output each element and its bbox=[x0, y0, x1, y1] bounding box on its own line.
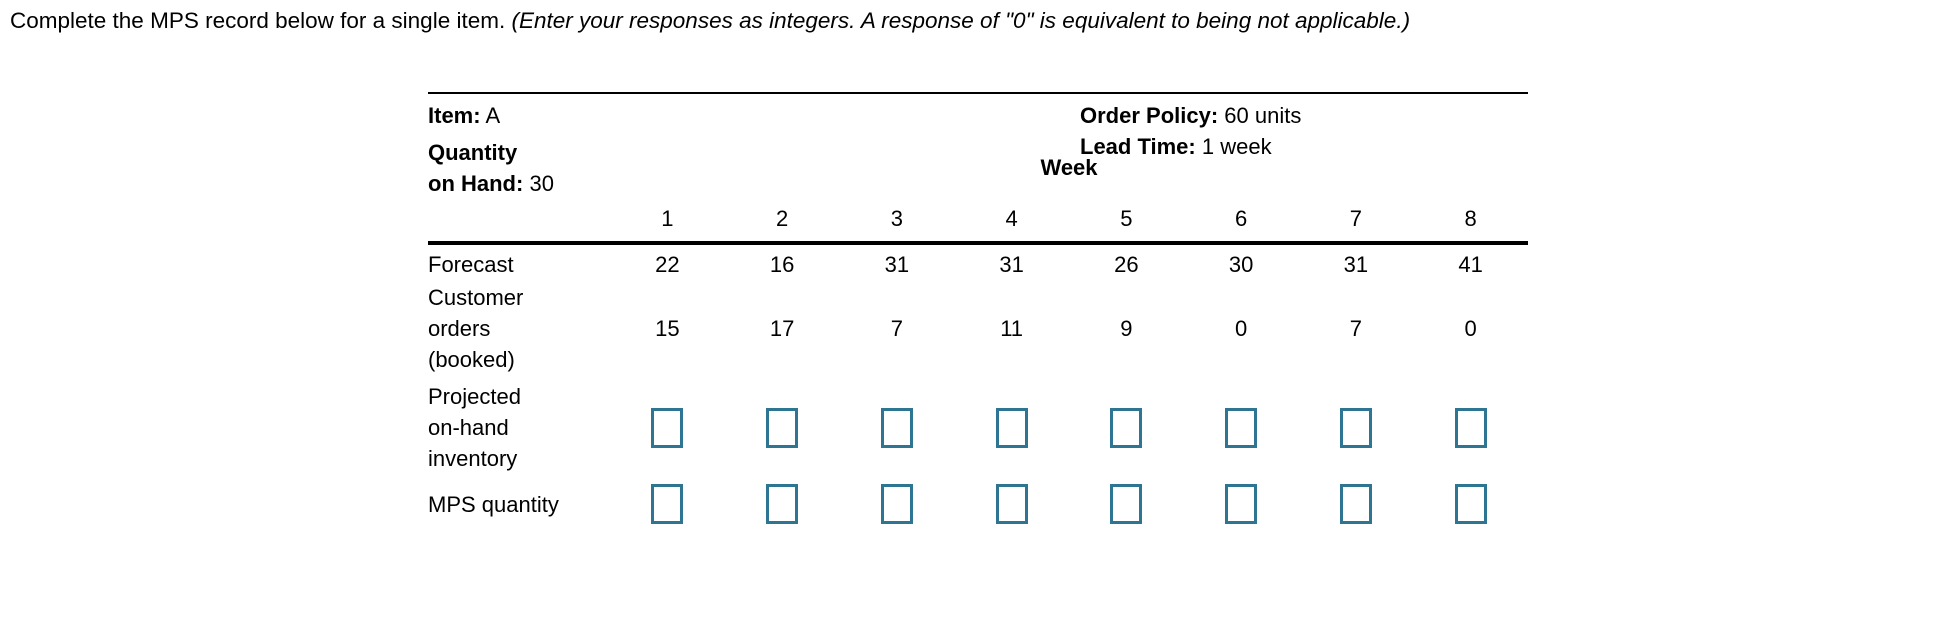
week-number-5: 5 bbox=[1120, 206, 1133, 231]
customer-orders-value-week-7: 7 bbox=[1349, 316, 1362, 341]
item-field: Item: A bbox=[428, 103, 500, 128]
projected-on-hand-inventory-input-week-7[interactable] bbox=[1339, 407, 1372, 448]
input-cell-mps-quantity-week-7 bbox=[1299, 484, 1414, 524]
projected-on-hand-inventory-input-week-4[interactable] bbox=[995, 407, 1028, 448]
table-top-rule bbox=[428, 92, 1528, 94]
quantity-on-hand-label-line2: on Hand: bbox=[428, 171, 524, 196]
forecast-value-week-6: 30 bbox=[1228, 252, 1254, 277]
week-number-4: 4 bbox=[1005, 206, 1018, 231]
input-cell-mps-quantity-week-3 bbox=[840, 484, 955, 524]
week-number-3: 3 bbox=[890, 206, 903, 231]
row-label-projected-on-hand-inventory: Projected on-hand inventory bbox=[428, 381, 610, 474]
input-cell-projected-on-hand-inventory-week-2 bbox=[725, 407, 840, 448]
instruction-text: Complete the MPS record below for a sing… bbox=[10, 8, 1410, 34]
input-cell-projected-on-hand-inventory-week-8 bbox=[1413, 407, 1528, 448]
input-cell-mps-quantity-week-2 bbox=[725, 484, 840, 524]
input-cell-projected-on-hand-inventory-week-1 bbox=[610, 407, 725, 448]
table-thick-rule bbox=[428, 241, 1528, 245]
row-label-line: MPS quantity bbox=[428, 491, 559, 517]
customer-orders-value-week-1: 15 bbox=[655, 316, 680, 341]
table-row-mps-quantity: MPS quantity bbox=[428, 484, 1528, 532]
input-cell-mps-quantity-week-8 bbox=[1413, 484, 1528, 524]
table-body: Forecast 22 16 31 31 26 30 31 41 Customer orders (b… bbox=[428, 245, 1528, 532]
projected-on-hand-inventory-input-week-3[interactable] bbox=[880, 407, 913, 448]
mps-quantity-input-week-8[interactable] bbox=[1454, 484, 1487, 524]
mps-quantity-input-week-5[interactable] bbox=[1110, 484, 1143, 524]
quantity-on-hand-field: Quantity on Hand: 30 bbox=[428, 137, 1528, 199]
week-numbers-row: 1 2 3 4 5 6 7 8 bbox=[428, 203, 1528, 241]
row-label-line: orders bbox=[428, 316, 491, 341]
instruction-main: Complete the MPS record below for a sing… bbox=[10, 8, 506, 33]
input-cell-projected-on-hand-inventory-week-5 bbox=[1069, 407, 1184, 448]
customer-orders-value-week-3: 7 bbox=[890, 316, 903, 341]
customer-orders-value-week-6: 0 bbox=[1235, 316, 1248, 341]
forecast-value-week-3: 31 bbox=[884, 252, 910, 277]
mps-quantity-input-week-4[interactable] bbox=[995, 484, 1028, 524]
table-row-customer-orders: Customer orders (booked) 15 17 7 11 9 0 7 0 bbox=[428, 282, 1528, 375]
forecast-value-week-2: 16 bbox=[769, 252, 795, 277]
row-label-line: Customer bbox=[428, 285, 524, 310]
mps-quantity-input-week-3[interactable] bbox=[880, 484, 913, 524]
week-numbers-spacer bbox=[428, 203, 610, 234]
forecast-value-week-5: 26 bbox=[1114, 252, 1139, 277]
forecast-value-week-8: 41 bbox=[1458, 252, 1483, 277]
item-label: Item: bbox=[428, 103, 481, 128]
mps-quantity-input-week-2[interactable] bbox=[766, 484, 799, 524]
row-label-mps-quantity: MPS quantity bbox=[428, 489, 610, 520]
quantity-on-hand-value: 30 bbox=[529, 171, 554, 196]
item-value: A bbox=[485, 103, 501, 128]
mps-quantity-input-week-6[interactable] bbox=[1225, 484, 1258, 524]
customer-orders-value-week-8: 0 bbox=[1464, 316, 1477, 341]
forecast-value-week-1: 22 bbox=[655, 252, 680, 277]
row-label-forecast: Forecast bbox=[428, 249, 610, 280]
row-label-line: Forecast bbox=[428, 252, 514, 277]
row-label-line: (booked) bbox=[428, 347, 515, 372]
table-row-forecast: Forecast 22 16 31 31 26 30 31 41 bbox=[428, 245, 1528, 280]
week-number-8: 8 bbox=[1464, 206, 1477, 231]
week-header: Week bbox=[1040, 155, 1098, 180]
row-label-customer-orders: Customer orders (booked) bbox=[428, 282, 610, 375]
customer-orders-value-week-2: 17 bbox=[769, 316, 795, 341]
customer-orders-value-week-5: 9 bbox=[1120, 316, 1133, 341]
projected-on-hand-inventory-input-week-6[interactable] bbox=[1225, 407, 1258, 448]
input-cell-projected-on-hand-inventory-week-4 bbox=[954, 407, 1069, 448]
order-policy-field: Order Policy: 60 units bbox=[1080, 100, 1301, 131]
order-policy-value: 60 units bbox=[1224, 103, 1302, 128]
table-row-projected-on-hand-inventory: Projected on-hand inventory bbox=[428, 381, 1528, 474]
row-label-line: Projected bbox=[428, 384, 521, 409]
header-row-1: Item: A Order Policy: 60 units bbox=[428, 100, 1528, 131]
input-cell-mps-quantity-week-4 bbox=[954, 484, 1069, 524]
week-number-2: 2 bbox=[776, 206, 789, 231]
lead-time-field: Lead Time: 1 week bbox=[1080, 131, 1272, 162]
quantity-on-hand-label-line1: Quantity bbox=[428, 140, 518, 165]
projected-on-hand-inventory-input-week-8[interactable] bbox=[1454, 407, 1487, 448]
projected-on-hand-inventory-input-week-1[interactable] bbox=[651, 407, 684, 448]
lead-time-label: Lead Time: bbox=[1080, 134, 1196, 159]
row-label-line: inventory bbox=[428, 446, 518, 471]
input-cell-projected-on-hand-inventory-week-7 bbox=[1299, 407, 1414, 448]
week-number-6: 6 bbox=[1235, 206, 1248, 231]
week-number-7: 7 bbox=[1349, 206, 1362, 231]
input-cell-mps-quantity-week-6 bbox=[1184, 484, 1299, 524]
customer-orders-value-week-4: 11 bbox=[1000, 316, 1024, 341]
lead-time-value: 1 week bbox=[1201, 134, 1272, 159]
row-label-line: on-hand bbox=[428, 415, 509, 440]
mps-record-table: Item: A Order Policy: 60 units Lead Time… bbox=[428, 92, 1528, 532]
input-cell-projected-on-hand-inventory-week-3 bbox=[840, 407, 955, 448]
mps-quantity-input-week-1[interactable] bbox=[651, 484, 684, 524]
input-cell-projected-on-hand-inventory-week-6 bbox=[1184, 407, 1299, 448]
order-policy-label: Order Policy: bbox=[1080, 103, 1219, 128]
forecast-value-week-7: 31 bbox=[1343, 252, 1369, 277]
input-cell-mps-quantity-week-5 bbox=[1069, 484, 1184, 524]
week-number-1: 1 bbox=[661, 206, 674, 231]
projected-on-hand-inventory-input-week-5[interactable] bbox=[1110, 407, 1143, 448]
forecast-value-week-4: 31 bbox=[999, 252, 1024, 277]
input-cell-mps-quantity-week-1 bbox=[610, 484, 725, 524]
instruction-note: (Enter your responses as integers. A res… bbox=[505, 8, 1411, 33]
projected-on-hand-inventory-input-week-2[interactable] bbox=[766, 407, 799, 448]
header-row-3: Quantity on Hand: 30 Week bbox=[428, 137, 1528, 199]
mps-quantity-input-week-7[interactable] bbox=[1339, 484, 1372, 524]
